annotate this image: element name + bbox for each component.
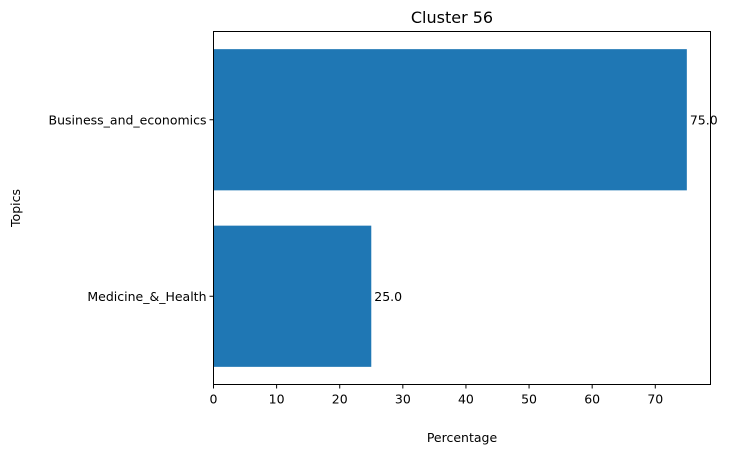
- x-tick-label: 60: [584, 392, 600, 407]
- x-tick-label: 10: [269, 392, 285, 407]
- bar: [213, 49, 687, 191]
- y-tick-label: Business_and_economics: [49, 112, 207, 127]
- chart-title: Cluster 56: [411, 8, 493, 27]
- plot-area: Business_and_economics 75.0 Medicine_&_Hea…: [49, 49, 718, 407]
- x-tick-label: 0: [210, 392, 218, 407]
- bar: [213, 225, 372, 367]
- x-tick-label: 50: [521, 392, 537, 407]
- x-tick-label: 70: [647, 392, 663, 407]
- plot-frame: [213, 31, 711, 385]
- y-axis-label: Topics: [8, 189, 23, 228]
- data-label: 75.0: [690, 112, 718, 127]
- x-axis-label: Percentage: [427, 430, 498, 445]
- y-tick-label: Medicine_&_Health: [87, 289, 206, 304]
- x-tick-label: 40: [458, 392, 474, 407]
- x-tick-label: 30: [395, 392, 411, 407]
- x-tick-label: 20: [332, 392, 348, 407]
- data-label: 25.0: [374, 289, 402, 304]
